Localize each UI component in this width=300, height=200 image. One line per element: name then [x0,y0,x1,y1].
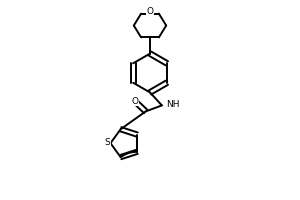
Text: NH: NH [167,100,180,109]
Text: S: S [105,138,110,147]
Text: O: O [131,97,138,106]
Text: O: O [146,7,154,16]
